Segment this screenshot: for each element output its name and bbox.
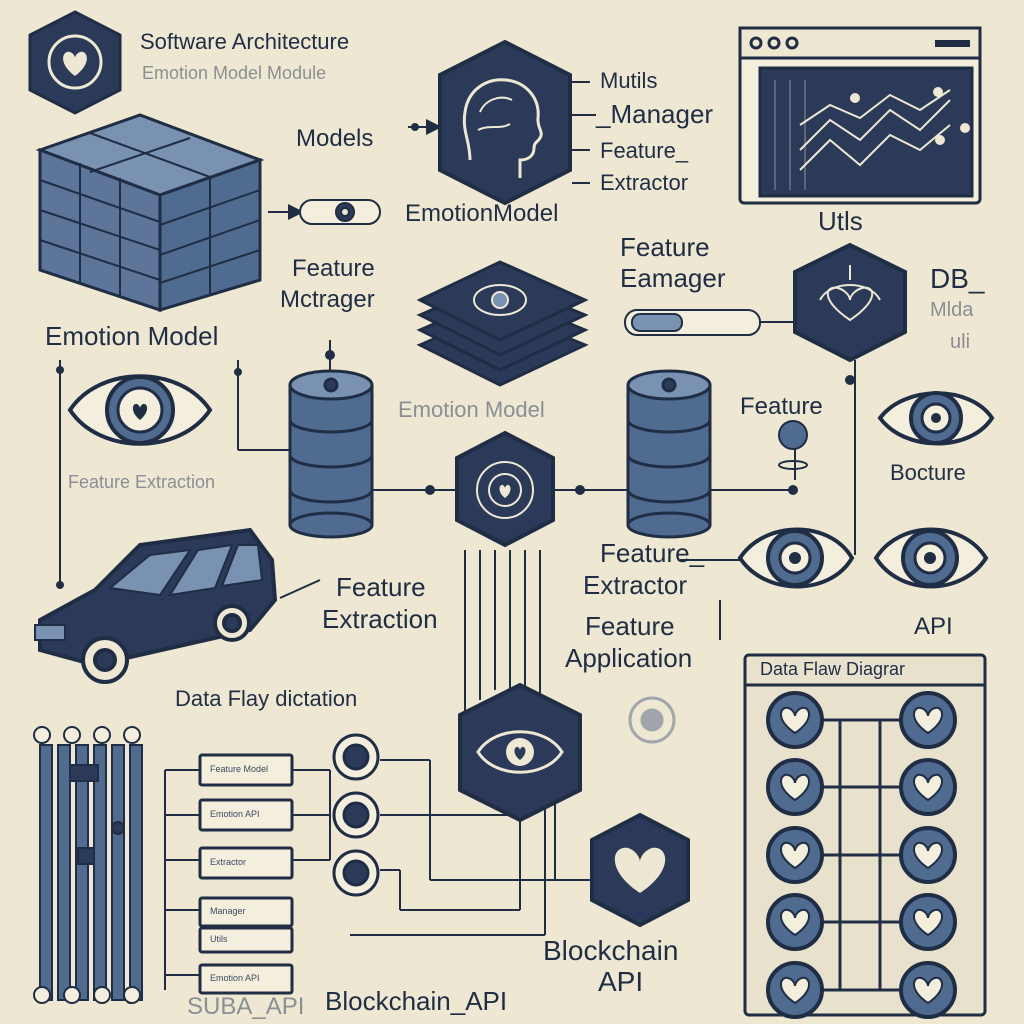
label-api-right: API [914, 613, 953, 640]
head-profile-hexagon [438, 39, 572, 206]
data-flow-heart-nodes [766, 691, 957, 1019]
heart-node-icon [899, 691, 957, 749]
pin-icon [778, 420, 808, 470]
pillar-stack-icon [33, 726, 143, 1004]
heart-node-icon [766, 893, 824, 951]
faint-node-icon [628, 696, 676, 744]
car-icon [34, 527, 278, 684]
label-feature-mctrager-1: Feature [292, 255, 375, 282]
label-feature-extraction-faint: Feature Extraction [68, 472, 216, 492]
label-boxes [198, 753, 294, 995]
label-emotion-model-mid: Emotion Model [398, 397, 545, 422]
label-bocture: Bocture [890, 460, 966, 485]
db-hexagon [793, 242, 907, 363]
logo-hexagon [28, 10, 122, 115]
server-cube-icon [35, 113, 265, 313]
label-blockchain-api-2: API [598, 966, 644, 997]
heart-node-icon [899, 893, 957, 951]
label-feature-application-1: Feature [585, 611, 675, 641]
label-db: DB_ [930, 263, 985, 294]
heart-node-icon [766, 961, 824, 1019]
label-emotion-model-left: Emotion Model [45, 321, 219, 351]
label-manager: _Manager [596, 99, 714, 129]
label-data-flay-dictation: Data Flay dictation [175, 686, 358, 711]
chart-window-icon [738, 26, 982, 205]
label-feature-eamager-2: Eamager [620, 263, 726, 293]
eye-icon-mid-right-2 [873, 527, 989, 589]
box-label: Feature Model [210, 764, 269, 774]
label-db-sub-2: uli [950, 331, 971, 353]
label-suba-api: SUBA_API [187, 993, 305, 1020]
label-blockchain-api-bottom: Blockchain_API [325, 986, 508, 1016]
heart-node-icon [899, 758, 957, 816]
label-feature-top: Feature_ [600, 138, 689, 163]
heart-node-icon [766, 826, 824, 884]
label-emotionmodel: EmotionModel [405, 200, 559, 227]
emotionmodel-connector-icon [299, 199, 381, 225]
eye-icon-left [67, 374, 213, 446]
label-feature-application-2: Application [565, 643, 693, 673]
heart-node-icon [766, 758, 824, 816]
title-software-architecture: Software Architecture [140, 29, 350, 54]
eye-icon-mid-right-1 [737, 527, 855, 589]
label-utls: Utls [818, 206, 863, 236]
box-label: Manager [210, 906, 246, 916]
label-feature-eamager-1: Feature [620, 232, 710, 262]
eye-hexagon-lower [458, 682, 582, 823]
label-feature-extraction-2: Extraction [322, 604, 438, 634]
label-feature-extraction-1: Feature [336, 572, 426, 602]
heart-node-icon [899, 826, 957, 884]
label-db-sub-1: Mlda [930, 299, 974, 321]
label-feature-right: Feature [740, 393, 823, 420]
subtitle-emotion-model: Emotion Model Module [142, 63, 327, 83]
database-cylinder-right [626, 369, 712, 539]
database-cylinder-left [288, 369, 374, 539]
label-blockchain-api-1: Blockchain [543, 935, 679, 966]
feature-manager-connector-icon [624, 309, 761, 336]
label-data-flaw-diagram: Data Flaw Diagrar [760, 659, 906, 679]
layer-stack-icon [416, 260, 589, 387]
node-circles [332, 733, 380, 897]
box-label: Emotion API [210, 973, 260, 983]
label-feature-mctrager-2: Mctrager [280, 286, 375, 313]
box-label: Extractor [210, 857, 247, 867]
label-feature-extractor-2: Extractor [583, 570, 688, 600]
heart-node-icon [899, 961, 957, 1019]
box-label: Emotion API [210, 809, 260, 819]
eye-icon-right-top [877, 391, 995, 446]
center-heart-hexagon [455, 430, 555, 548]
label-models: Models [296, 125, 374, 152]
box-label: Utils [210, 934, 228, 944]
heart-node-icon [766, 691, 824, 749]
blockchain-heart-hexagon [590, 812, 690, 928]
label-feature-extractor-1: Feature_ [600, 538, 705, 568]
label-extractor-top: Extractor [600, 170, 689, 195]
label-mutils: Mutils [600, 68, 658, 93]
